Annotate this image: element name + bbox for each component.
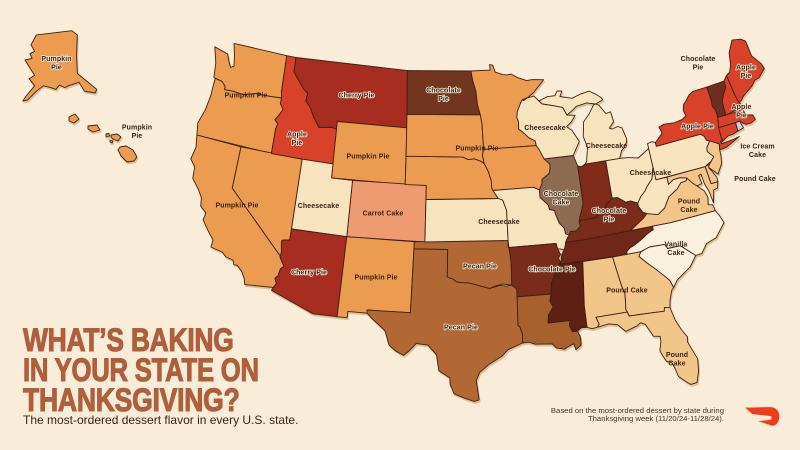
svg-text:Pound: Pound [678, 199, 700, 206]
svg-text:Apple: Apple [287, 132, 307, 139]
svg-text:Chocolate: Chocolate [681, 56, 716, 63]
svg-text:Pie: Pie [132, 133, 143, 140]
svg-text:Cake: Cake [749, 152, 766, 159]
svg-text:Chocolate Pie: Chocolate Pie [528, 267, 576, 274]
svg-text:Chocolate: Chocolate [592, 208, 627, 215]
svg-text:Cherry Pie: Cherry Pie [291, 270, 327, 277]
svg-text:Pie: Pie [292, 140, 303, 147]
svg-text:Ice Cream: Ice Cream [740, 144, 774, 151]
svg-text:Pecan Pie: Pecan Pie [463, 264, 497, 271]
svg-text:Cake: Cake [552, 199, 569, 206]
svg-text:Cherry Pie: Cherry Pie [338, 92, 374, 99]
svg-text:Pumpkin Pie: Pumpkin Pie [224, 92, 267, 99]
svg-text:Pie: Pie [438, 96, 449, 103]
svg-text:Pie: Pie [736, 112, 747, 119]
svg-text:Cheesecake: Cheesecake [586, 143, 627, 150]
svg-text:Pie: Pie [693, 64, 704, 71]
svg-text:Pumpkin Pie: Pumpkin Pie [215, 203, 258, 210]
svg-text:Cheesecake: Cheesecake [630, 170, 671, 177]
svg-text:Pie: Pie [51, 64, 62, 71]
svg-text:Cake: Cake [667, 250, 684, 257]
svg-text:Pumpkin: Pumpkin [122, 125, 152, 132]
svg-text:Cheesecake: Cheesecake [478, 219, 519, 226]
svg-text:Carrot Cake: Carrot Cake [363, 211, 404, 218]
svg-text:Pumpkin Pie: Pumpkin Pie [455, 146, 498, 153]
svg-text:Pumpkin Pie: Pumpkin Pie [354, 275, 397, 282]
svg-text:Pie: Pie [741, 73, 752, 80]
svg-text:Chocolate: Chocolate [426, 88, 461, 95]
svg-text:Apple: Apple [736, 65, 756, 72]
svg-text:Cheesecake: Cheesecake [298, 203, 339, 210]
svg-text:Pecan Pie: Pecan Pie [444, 325, 478, 332]
svg-text:Pound Cake: Pound Cake [734, 176, 775, 183]
svg-text:Chocolate: Chocolate [544, 191, 579, 198]
svg-text:Cake: Cake [680, 207, 697, 214]
svg-text:Pie: Pie [604, 216, 615, 223]
svg-text:Pumpkin Pie: Pumpkin Pie [346, 154, 389, 161]
svg-text:Cake: Cake [668, 360, 685, 367]
svg-text:Cheesecake: Cheesecake [524, 125, 565, 132]
svg-text:Pound Cake: Pound Cake [606, 288, 647, 295]
svg-text:Pound: Pound [666, 352, 688, 359]
svg-text:Pumpkin: Pumpkin [41, 56, 71, 63]
svg-text:Vanilla: Vanilla [665, 242, 688, 249]
svg-text:Apple: Apple [732, 104, 752, 111]
svg-text:Apple Pie: Apple Pie [681, 124, 714, 131]
